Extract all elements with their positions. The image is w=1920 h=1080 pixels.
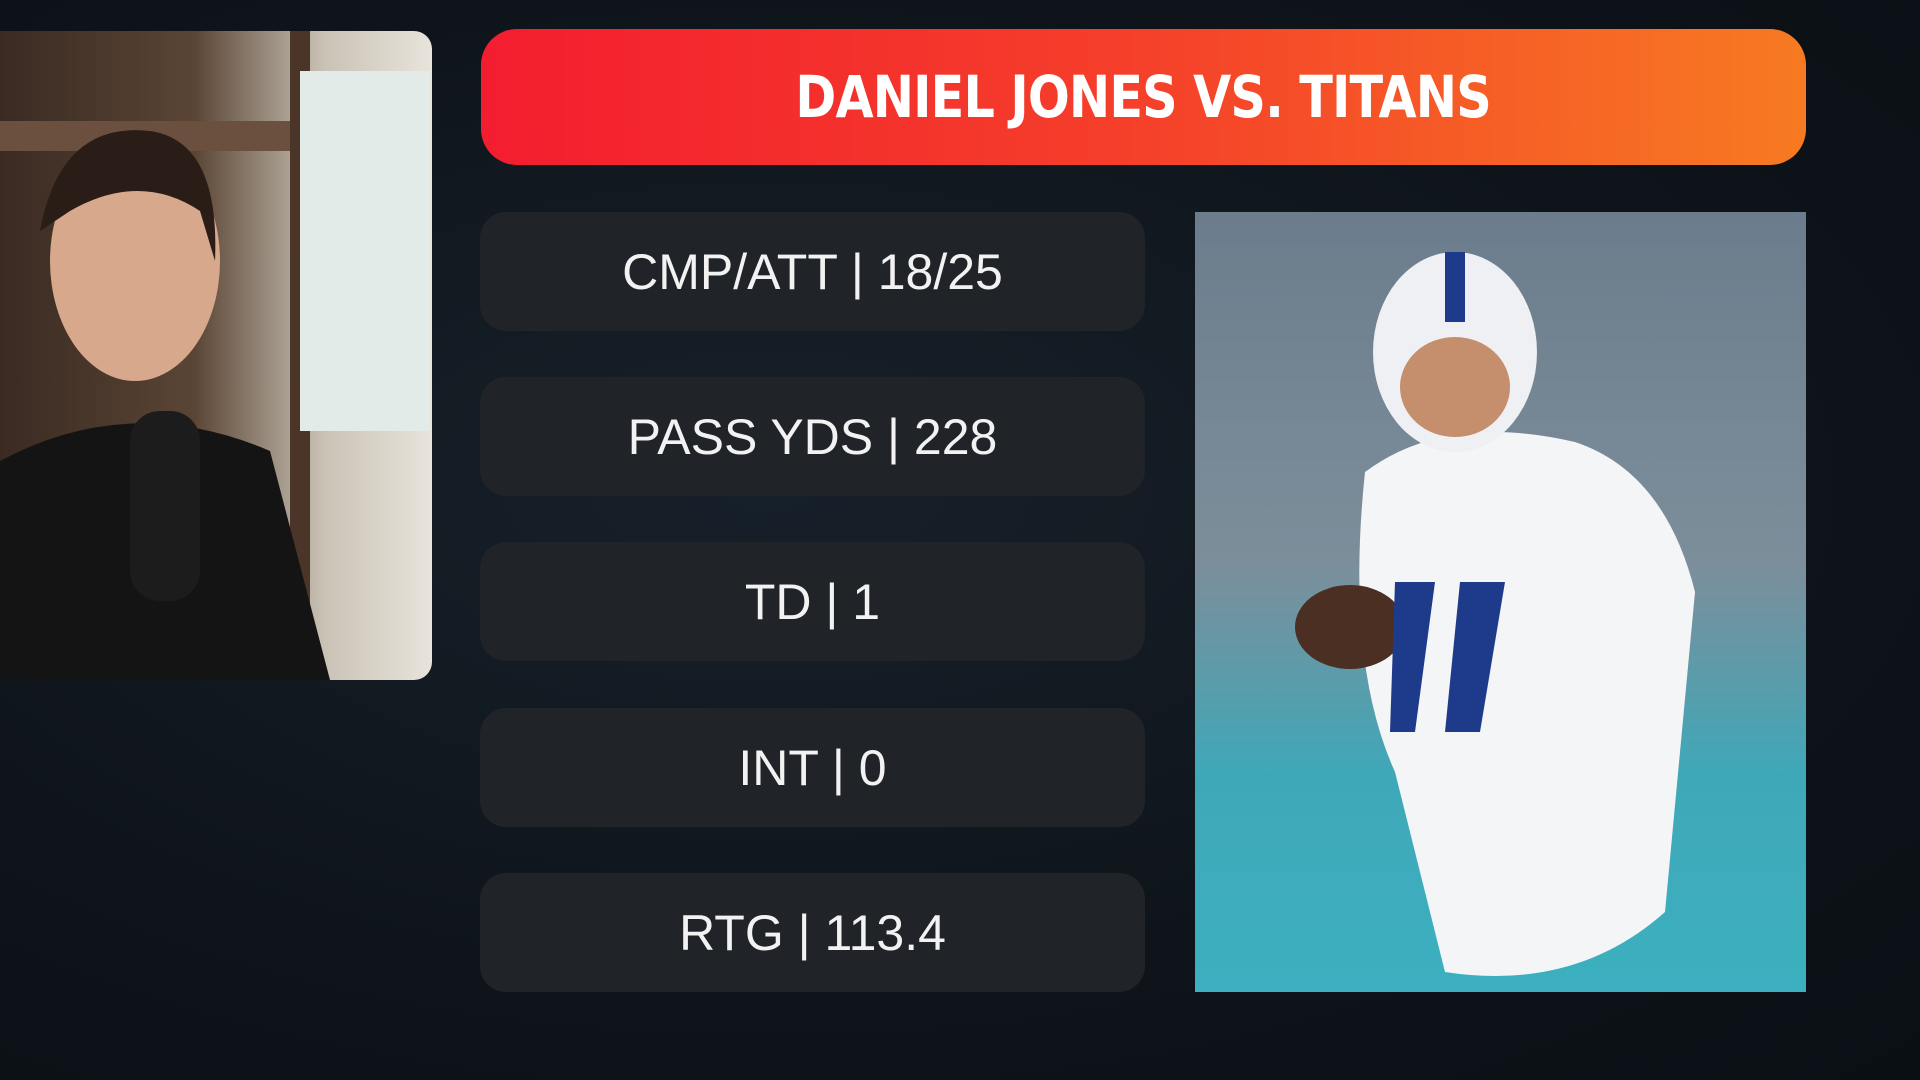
- stat-text: CMP/ATT | 18/25: [622, 243, 1003, 300]
- player-photo: [1195, 212, 1806, 992]
- stat-row: CMP/ATT | 18/25: [480, 212, 1145, 331]
- webcam-scene: [0, 31, 430, 680]
- stat-text: INT | 0: [738, 739, 887, 796]
- stat-row: INT | 0: [480, 708, 1145, 827]
- title: DANIEL JONES VS. TITANS: [795, 63, 1492, 131]
- webcam-video: [0, 31, 432, 680]
- stat-text: TD | 1: [744, 573, 881, 630]
- player-illustration: [1295, 252, 1695, 976]
- stat-row: TD | 1: [480, 542, 1145, 661]
- stat-row: PASS YDS | 228: [480, 377, 1145, 496]
- stat-text: PASS YDS | 228: [627, 408, 998, 465]
- stat-text: RTG | 113.4: [679, 904, 946, 961]
- stat-row: RTG | 113.4: [480, 873, 1145, 992]
- title-banner: DANIEL JONES VS. TITANS: [481, 29, 1806, 165]
